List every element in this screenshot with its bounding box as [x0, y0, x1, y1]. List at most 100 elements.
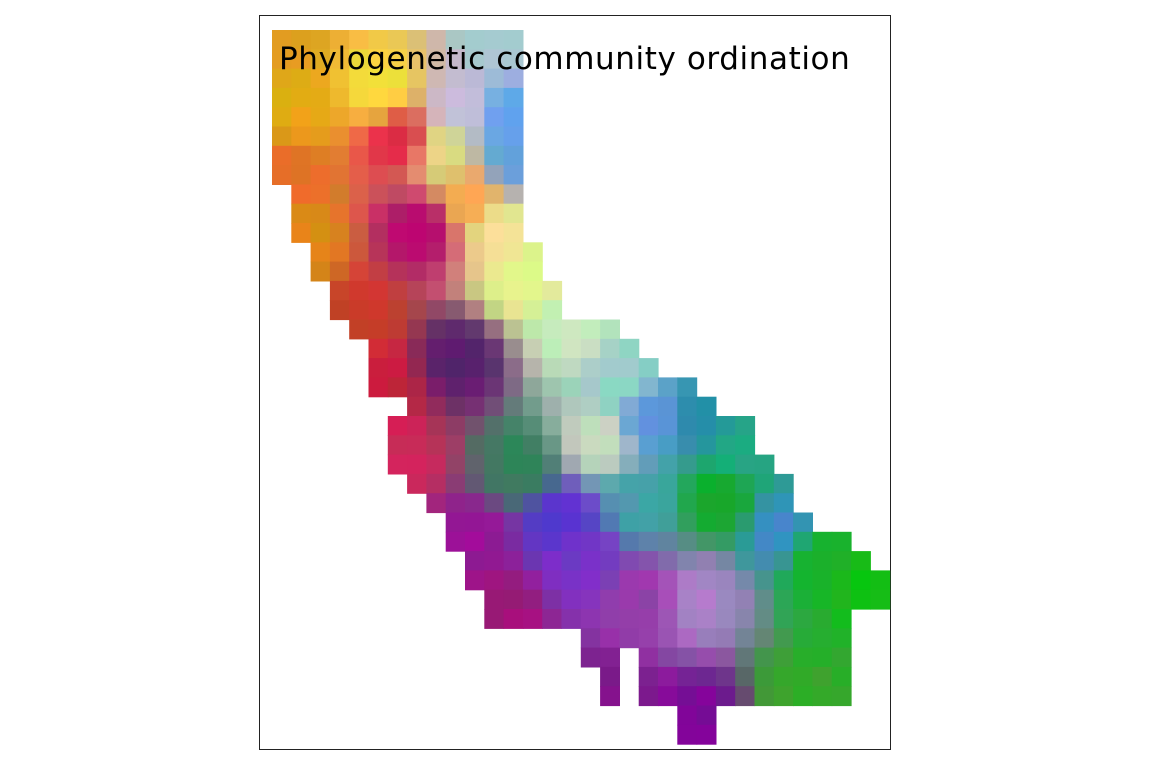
raster-cell: [715, 647, 736, 668]
raster-cell: [407, 107, 427, 128]
raster-cell: [368, 165, 389, 185]
raster-cell: [387, 68, 408, 89]
raster-cell: [368, 242, 389, 263]
raster-cell: [638, 473, 659, 494]
raster-cell: [426, 165, 447, 185]
raster-cell: [465, 454, 485, 475]
raster-cell: [735, 666, 756, 687]
raster-cell: [368, 223, 389, 243]
raster-cell: [503, 338, 524, 359]
raster-cell: [484, 87, 505, 108]
raster-cell: [426, 493, 447, 514]
raster-cell: [329, 203, 350, 224]
raster-cell: [445, 184, 466, 205]
raster-cell: [522, 338, 543, 359]
raster-cell: [484, 377, 505, 398]
raster-cell: [426, 377, 447, 398]
raster-cell: [542, 609, 563, 629]
raster-cell: [407, 396, 427, 417]
raster-cell: [696, 570, 717, 591]
raster-cell: [522, 300, 543, 321]
raster-cell: [465, 126, 485, 147]
raster-cell: [368, 184, 389, 205]
raster-cell: [580, 531, 601, 552]
raster-cell: [715, 570, 736, 591]
raster-cell: [561, 338, 582, 359]
raster-cell: [793, 551, 813, 571]
raster-cell: [773, 628, 794, 649]
raster-cell: [329, 165, 350, 185]
raster-cell: [503, 280, 524, 301]
raster-cell: [503, 319, 524, 340]
raster-cell: [445, 87, 466, 108]
raster-cell: [503, 493, 524, 514]
raster-cell: [658, 435, 678, 456]
raster-cell: [677, 473, 698, 494]
raster-cell: [349, 145, 370, 166]
raster-cell: [580, 609, 601, 629]
raster-cell: [696, 493, 717, 514]
raster-cell: [484, 280, 505, 301]
raster-cell: [619, 416, 640, 436]
raster-cell: [580, 319, 601, 340]
raster-cell: [445, 338, 466, 359]
raster-cell: [773, 666, 794, 687]
raster-cell: [484, 396, 505, 417]
raster-cell: [387, 435, 408, 456]
raster-cell: [426, 242, 447, 263]
raster-cell: [600, 628, 620, 649]
raster-cell: [561, 358, 582, 378]
raster-cell: [465, 280, 485, 301]
raster-cell: [484, 589, 505, 610]
raster-cell: [677, 705, 698, 726]
raster-cell: [696, 628, 717, 649]
raster-cell: [658, 570, 678, 591]
raster-cell: [445, 300, 466, 321]
raster-cell: [600, 647, 620, 668]
raster-cell: [580, 493, 601, 514]
raster-cell: [484, 126, 505, 147]
raster-cell: [696, 512, 717, 533]
raster-cell: [522, 493, 543, 514]
raster-cell: [638, 647, 659, 668]
raster-cell: [368, 68, 389, 89]
map-title: Phylogenetic community ordination: [279, 41, 851, 77]
raster-cell: [773, 551, 794, 571]
raster-cell: [619, 338, 640, 359]
raster-cell: [600, 531, 620, 552]
raster-cell: [658, 589, 678, 610]
raster-cell: [291, 165, 312, 185]
raster-cell: [735, 531, 756, 552]
raster-cell: [407, 242, 427, 263]
raster-cell: [619, 531, 640, 552]
raster-cell: [407, 377, 427, 398]
raster-cell: [677, 570, 698, 591]
raster-cell: [291, 49, 312, 70]
raster-cell: [580, 416, 601, 436]
raster-cell: [600, 435, 620, 456]
raster-cell: [426, 223, 447, 243]
raster-cell: [291, 107, 312, 128]
raster-cell: [580, 454, 601, 475]
raster-cell: [773, 570, 794, 591]
raster-cell: [329, 68, 350, 89]
raster-cell: [542, 435, 563, 456]
raster-cell: [619, 628, 640, 649]
raster-cell: [310, 223, 331, 243]
raster-cell: [812, 647, 833, 668]
raster-cell: [310, 126, 331, 147]
raster-cell: [407, 454, 427, 475]
raster-cell: [542, 493, 563, 514]
raster-cell: [291, 30, 312, 50]
raster-cell: [561, 551, 582, 571]
raster-cell: [426, 107, 447, 128]
raster-cell: [503, 589, 524, 610]
raster-cell: [426, 319, 447, 340]
raster-cell: [503, 126, 524, 147]
raster-cell: [793, 666, 813, 687]
raster-cell: [465, 242, 485, 263]
raster-cell: [503, 184, 524, 205]
raster-cell: [773, 609, 794, 629]
raster-cell: [638, 377, 659, 398]
